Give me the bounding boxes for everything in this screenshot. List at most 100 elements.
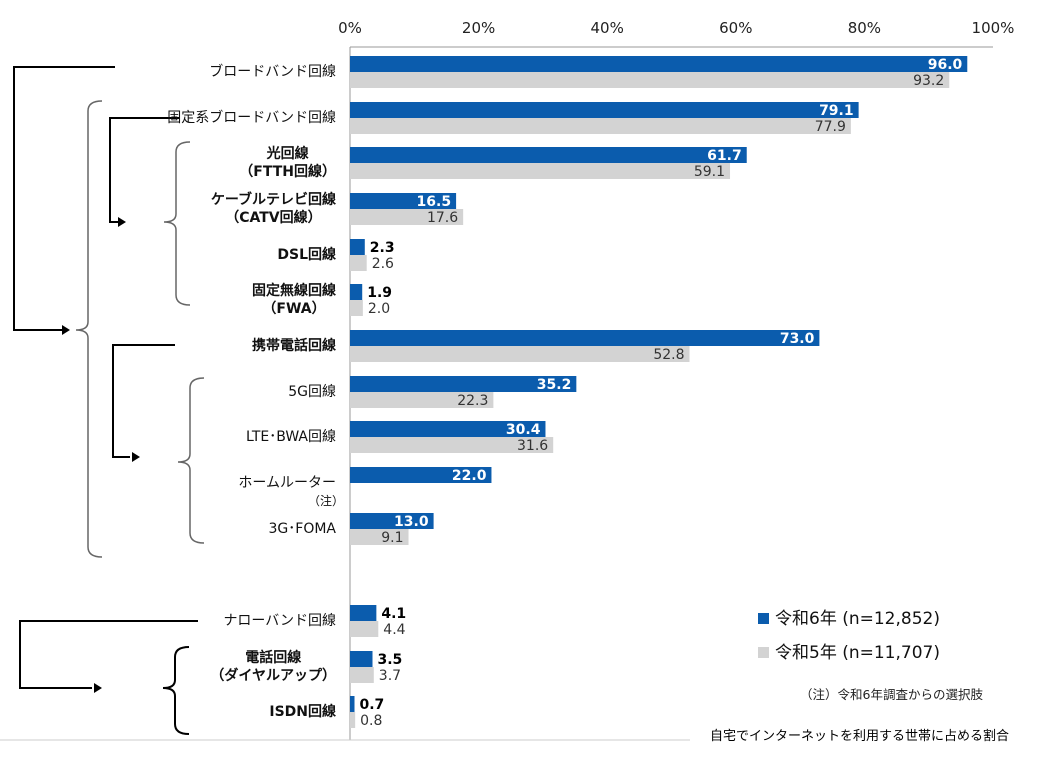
data-label: 17.6: [427, 210, 458, 226]
brace-fixed: [163, 141, 191, 306]
category-label: 光回線 （FTTH回線）: [239, 145, 336, 181]
data-label: 77.9: [815, 119, 846, 135]
bar-r6: [350, 330, 820, 346]
footnote: （注）令和6年調査からの選択肢: [800, 687, 983, 702]
bar-r6: [350, 513, 434, 529]
category-text: ホームルーター: [238, 475, 336, 491]
category-text: 固定無線回線: [252, 283, 336, 299]
bracket-fixed-arrow: [109, 117, 180, 223]
category-label: 固定系ブロードバンド回線: [167, 109, 336, 127]
category-subtext: （注）: [307, 494, 344, 508]
x-tick-label: 20%: [462, 19, 495, 37]
category-subtext: （FTTH回線）: [239, 164, 336, 180]
data-label: 61.7: [707, 148, 742, 164]
data-label: 59.1: [694, 164, 725, 180]
x-tick-label: 40%: [591, 19, 624, 37]
bar-r6: [350, 651, 373, 667]
x-tick-label: 0%: [338, 19, 362, 37]
category-subtext: （FWA）: [262, 301, 326, 317]
category-subtext: （ダイヤルアップ）: [210, 668, 336, 684]
data-label: 3.7: [379, 668, 401, 684]
bar-r5: [350, 392, 494, 408]
bar-r5: [350, 621, 379, 637]
bar-r6: [350, 147, 747, 163]
arrow-icon: [94, 683, 102, 693]
data-label: 22.0: [452, 468, 487, 484]
data-label: 35.2: [537, 377, 572, 393]
category-label: ケーブルテレビ回線 （CATV回線）: [211, 191, 336, 227]
arrow-icon: [132, 452, 140, 462]
category-text: ナローバンド回線: [223, 613, 336, 629]
category-label: ナローバンド回線: [223, 612, 336, 630]
category-text: 携帯電話回線: [252, 338, 336, 354]
bracket-broadband-arrow: [13, 66, 115, 331]
data-label: 79.1: [819, 103, 854, 119]
legend-label: 令和5年 (n=11,707): [775, 643, 940, 663]
legend-item-r6: 令和6年 (n=12,852): [758, 604, 940, 629]
bar-r5: [350, 712, 356, 728]
x-tick-label: 80%: [848, 19, 881, 37]
bar-r6: [350, 56, 968, 72]
data-label: 3.5: [378, 652, 403, 668]
category-label: 5G回線: [288, 383, 336, 401]
bar-r6: [350, 284, 363, 300]
category-text: ISDN回線: [269, 704, 336, 720]
bracket-narrow-arrow: [19, 620, 198, 689]
bar-r5: [350, 667, 374, 683]
category-label: ホームルーター （注）: [238, 474, 344, 510]
bar-r5: [350, 255, 367, 271]
bar-r6: [350, 102, 859, 118]
data-label: 4.1: [381, 606, 406, 622]
legend-label: 令和6年 (n=12,852): [775, 609, 940, 629]
bar-r6: [350, 421, 546, 437]
bar-r6: [350, 605, 377, 621]
bar-r6: [350, 467, 492, 483]
bar-r5: [350, 72, 950, 88]
bar-r5: [350, 529, 409, 545]
data-label: 52.8: [653, 347, 684, 363]
arrow-icon: [118, 217, 126, 227]
bar-r5: [350, 118, 851, 134]
data-label: 2.0: [368, 301, 390, 317]
category-label: LTE･BWA回線: [246, 428, 336, 446]
category-label: 携帯電話回線: [252, 337, 336, 355]
data-label: 9.1: [381, 530, 403, 546]
data-label: 0.8: [360, 713, 382, 729]
category-label: ブロードバンド回線: [209, 63, 336, 81]
data-label: 31.6: [517, 438, 548, 454]
category-text: ブロードバンド回線: [209, 64, 336, 80]
bar-r5: [350, 300, 363, 316]
data-label: 22.3: [457, 393, 488, 409]
brace-narrow: [162, 646, 190, 735]
bar-r5: [350, 163, 731, 179]
x-tick-label: 100%: [972, 19, 1015, 37]
legend-swatch: [758, 613, 769, 624]
bar-r6: [350, 376, 577, 392]
bar-r5: [350, 209, 464, 225]
data-label: 4.4: [383, 622, 405, 638]
category-text: DSL回線: [277, 247, 336, 263]
data-label: 0.7: [360, 697, 385, 713]
legend-swatch: [758, 647, 769, 658]
arrow-icon: [62, 325, 70, 335]
brace-broadband: [75, 100, 103, 558]
data-label: 2.3: [370, 240, 395, 256]
category-label: ISDN回線: [269, 703, 336, 721]
category-text: ケーブルテレビ回線: [210, 192, 336, 208]
category-subtext: （CATV回線）: [225, 210, 322, 226]
bar-r6: [350, 696, 355, 712]
category-label: DSL回線: [277, 246, 336, 264]
data-label: 1.9: [367, 285, 392, 301]
category-text: 3G･FOMA: [268, 521, 336, 537]
data-label: 2.6: [372, 256, 394, 272]
bar-r6: [350, 193, 457, 209]
category-text: 電話回線: [245, 650, 302, 666]
data-label: 16.5: [417, 194, 452, 210]
legend-item-r5: 令和5年 (n=11,707): [758, 638, 940, 663]
data-label: 30.4: [506, 422, 541, 438]
caption: 自宅でインターネットを利用する世帯に占める割合: [710, 729, 1010, 744]
bracket-mobile-arrow: [112, 344, 175, 458]
brace-mobile: [177, 377, 205, 544]
